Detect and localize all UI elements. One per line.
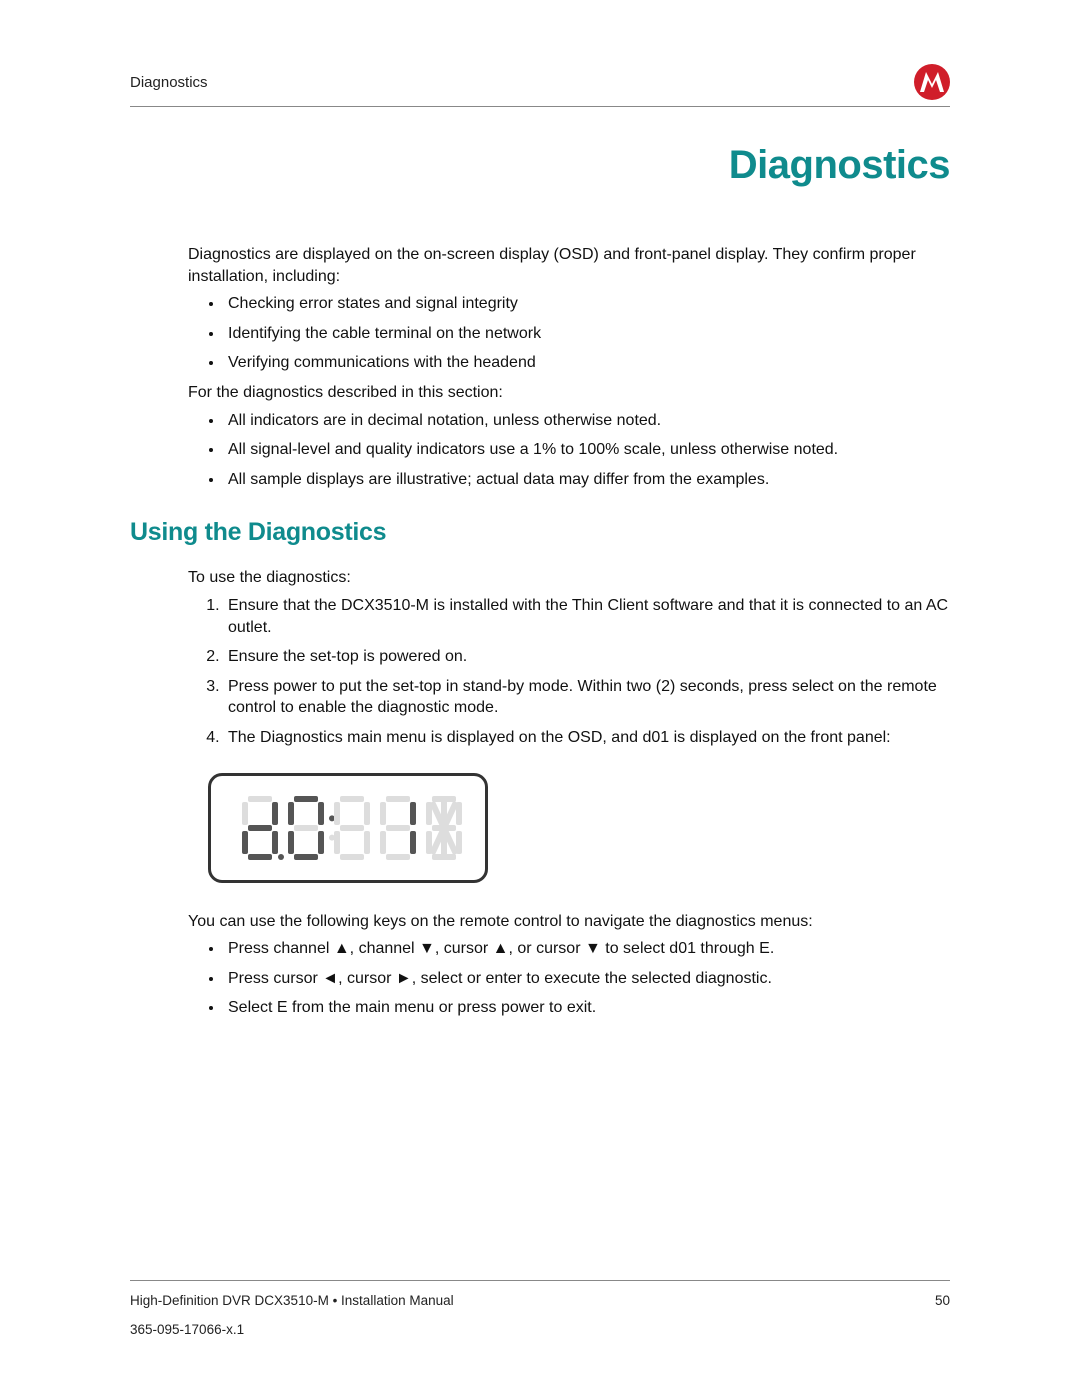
page-footer: High-Definition DVR DCX3510-M • Installa… (130, 1280, 950, 1337)
list-item: The Diagnostics main menu is displayed o… (224, 727, 950, 749)
footer-doc-number: 365-095-17066-x.1 (130, 1322, 950, 1337)
page-title: Diagnostics (130, 143, 950, 188)
intro-paragraph: Diagnostics are displayed on the on-scre… (188, 244, 950, 287)
intro2-bullet-list: All indicators are in decimal notation, … (188, 410, 950, 491)
list-item: Press channel ▲, channel ▼, cursor ▲, or… (224, 938, 950, 960)
list-item: All sample displays are illustrative; ac… (224, 469, 950, 491)
motorola-logo-icon (914, 64, 950, 100)
use-intro: To use the diagnostics: (188, 567, 950, 589)
footer-manual-title: High-Definition DVR DCX3510-M • Installa… (130, 1293, 454, 1308)
list-item: Ensure that the DCX3510-M is installed w… (224, 595, 950, 638)
list-item: All signal-level and quality indicators … (224, 439, 950, 461)
list-item: All indicators are in decimal notation, … (224, 410, 950, 432)
list-item: Verifying communications with the headen… (224, 352, 950, 374)
footer-page-number: 50 (935, 1293, 950, 1308)
nav-bullet-list: Press channel ▲, channel ▼, cursor ▲, or… (188, 938, 950, 1019)
steps-list: Ensure that the DCX3510-M is installed w… (188, 595, 950, 749)
intro2-paragraph: For the diagnostics described in this se… (188, 382, 950, 404)
page-header: Diagnostics (130, 64, 950, 107)
body-content: Diagnostics are displayed on the on-scre… (130, 244, 950, 1019)
intro-bullet-list: Checking error states and signal integri… (188, 293, 950, 374)
header-section-label: Diagnostics (130, 74, 208, 91)
list-item: Ensure the set-top is powered on. (224, 646, 950, 668)
subtitle-using-diagnostics: Using the Diagnostics (130, 518, 950, 547)
front-panel-display (208, 773, 488, 883)
list-item: Select E from the main menu or press pow… (224, 997, 950, 1019)
list-item: Press cursor ◄, cursor ►, select or ente… (224, 968, 950, 990)
nav-intro: You can use the following keys on the re… (188, 911, 950, 933)
list-item: Checking error states and signal integri… (224, 293, 950, 315)
list-item: Identifying the cable terminal on the ne… (224, 323, 950, 345)
list-item: Press power to put the set-top in stand-… (224, 676, 950, 719)
seven-segment-display-icon (228, 788, 468, 868)
